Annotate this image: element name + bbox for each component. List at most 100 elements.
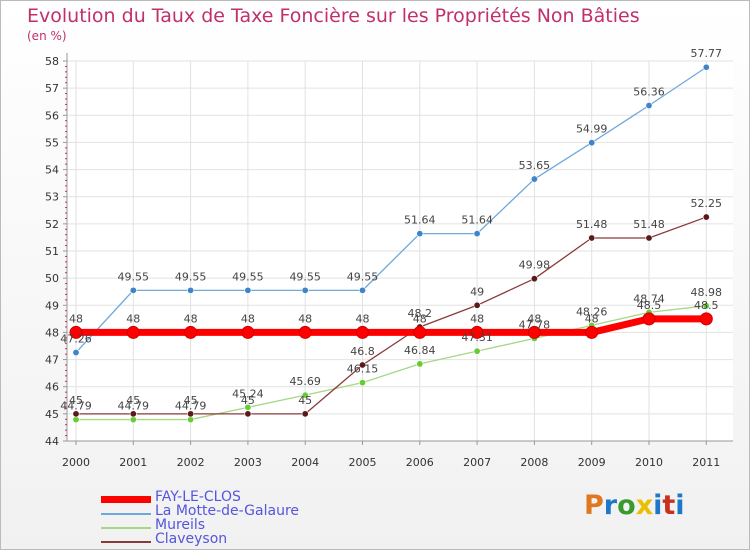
y-tick-label: 52 — [45, 218, 59, 231]
y-tick-label: 55 — [45, 136, 59, 149]
data-label-claveyson: 48.2 — [408, 307, 433, 320]
data-label-claveyson: 49.98 — [519, 259, 551, 272]
data-point-claveyson — [358, 361, 366, 369]
data-label-claveyson: 45 — [126, 394, 140, 407]
series-line-fay-le-clos — [72, 315, 710, 336]
data-point-mureils — [301, 391, 309, 399]
legend-label: Mureils — [155, 517, 206, 533]
data-point-la-motte-de-galaure — [129, 286, 137, 294]
y-tick-label: 51 — [45, 245, 59, 258]
data-point-mureils — [702, 302, 710, 310]
data-label-fay-le-clos: 48 — [470, 312, 484, 325]
data-label-mureils: 47.78 — [519, 318, 551, 331]
series-line-mureils — [75, 305, 707, 421]
data-point-fay-le-clos — [184, 325, 198, 339]
data-label-la-motte-de-galaure: 51.64 — [461, 214, 493, 227]
data-label-mureils: 48.98 — [691, 286, 723, 299]
data-label-fay-le-clos: 48 — [413, 312, 427, 325]
data-label-claveyson: 51.48 — [576, 218, 608, 231]
data-point-fay-le-clos — [585, 325, 599, 339]
data-point-fay-le-clos — [298, 325, 312, 339]
y-tick-label: 44 — [45, 435, 59, 448]
proxiti-logo: Proxiti — [584, 490, 685, 521]
data-label-mureils: 47.31 — [461, 331, 493, 344]
data-label-la-motte-de-galaure: 49.55 — [175, 270, 207, 283]
x-tick-label: 2004 — [291, 456, 319, 469]
data-label-la-motte-de-galaure: 49.55 — [289, 270, 321, 283]
data-point-fay-le-clos — [126, 325, 140, 339]
data-point-la-motte-de-galaure — [645, 102, 653, 110]
logo-letter: i — [653, 490, 663, 521]
legend-swatch — [101, 513, 151, 515]
data-point-fay-le-clos — [527, 325, 541, 339]
data-point-la-motte-de-galaure — [187, 286, 195, 294]
data-label-fay-le-clos: 48 — [356, 312, 370, 325]
data-point-claveyson — [588, 234, 596, 242]
x-tick-label: 2002 — [177, 456, 205, 469]
data-label-la-motte-de-galaure: 54.99 — [576, 123, 608, 136]
data-label-mureils: 44.79 — [175, 400, 207, 413]
data-label-la-motte-de-galaure: 56.36 — [633, 86, 665, 99]
logo-letter: x — [635, 490, 654, 521]
data-label-claveyson: 45 — [241, 394, 255, 407]
y-tick-label: 48 — [45, 326, 59, 339]
data-label-mureils: 45.69 — [289, 375, 321, 388]
data-point-claveyson — [187, 410, 195, 418]
data-label-fay-le-clos: 48 — [126, 312, 140, 325]
data-label-mureils: 46.84 — [404, 344, 436, 357]
x-tick-label: 2010 — [635, 456, 663, 469]
data-label-mureils: 46.15 — [347, 363, 379, 376]
data-point-la-motte-de-galaure — [358, 286, 366, 294]
y-tick-label: 45 — [45, 408, 59, 421]
data-label-la-motte-de-galaure: 49.55 — [347, 270, 379, 283]
x-tick-label: 2008 — [520, 456, 548, 469]
data-point-claveyson — [473, 301, 481, 309]
data-point-la-motte-de-galaure — [702, 63, 710, 71]
data-point-claveyson — [244, 410, 252, 418]
data-label-la-motte-de-galaure: 53.65 — [519, 159, 551, 172]
data-label-la-motte-de-galaure: 51.64 — [404, 214, 436, 227]
data-point-mureils — [416, 360, 424, 368]
data-label-claveyson: 46.8 — [350, 345, 375, 358]
data-label-claveyson: 49 — [470, 285, 484, 298]
data-point-la-motte-de-galaure — [416, 230, 424, 238]
data-point-fay-le-clos — [642, 312, 656, 326]
data-label-mureils: 45.24 — [232, 387, 264, 400]
logo-letter: t — [662, 490, 676, 521]
data-point-fay-le-clos — [356, 325, 369, 339]
y-tick-label: 53 — [45, 191, 59, 204]
data-point-la-motte-de-galaure — [473, 230, 481, 238]
legend-label: La Motte-de-Galaure — [155, 503, 300, 519]
x-tick-label: 2005 — [349, 456, 377, 469]
data-label-la-motte-de-galaure: 49.55 — [232, 270, 264, 283]
x-tick-label: 2006 — [406, 456, 434, 469]
data-point-la-motte-de-galaure — [588, 139, 596, 147]
y-tick-label: 47 — [45, 354, 59, 367]
logo-letter: i — [675, 490, 685, 521]
data-point-claveyson — [530, 275, 538, 283]
legend-label: FAY-LE-CLOS — [155, 489, 241, 505]
data-label-la-motte-de-galaure: 57.77 — [691, 47, 723, 60]
logo-letter: o — [617, 490, 636, 521]
data-label-claveyson: 45 — [298, 394, 312, 407]
y-tick-label: 50 — [45, 272, 59, 285]
data-label-claveyson: 45 — [184, 394, 198, 407]
x-tick-label: 2011 — [692, 456, 720, 469]
legend-swatch — [101, 496, 151, 503]
y-tick-label: 57 — [45, 82, 59, 95]
data-point-fay-le-clos — [413, 325, 427, 339]
data-label-la-motte-de-galaure: 47.26 — [60, 333, 92, 346]
x-tick-label: 2003 — [234, 456, 262, 469]
data-label-fay-le-clos: 48 — [527, 312, 541, 325]
data-point-la-motte-de-galaure — [72, 349, 80, 357]
data-label-la-motte-de-galaure: 49.55 — [118, 270, 150, 283]
chart-unit-label: (en %) — [27, 29, 67, 43]
data-point-fay-le-clos — [699, 312, 713, 326]
data-label-fay-le-clos: 48 — [69, 312, 83, 325]
data-label-claveyson: 51.48 — [633, 218, 665, 231]
data-point-claveyson — [301, 410, 309, 418]
data-point-fay-le-clos — [241, 325, 255, 339]
data-point-la-motte-de-galaure — [244, 286, 252, 294]
logo-letter: r — [603, 490, 618, 521]
